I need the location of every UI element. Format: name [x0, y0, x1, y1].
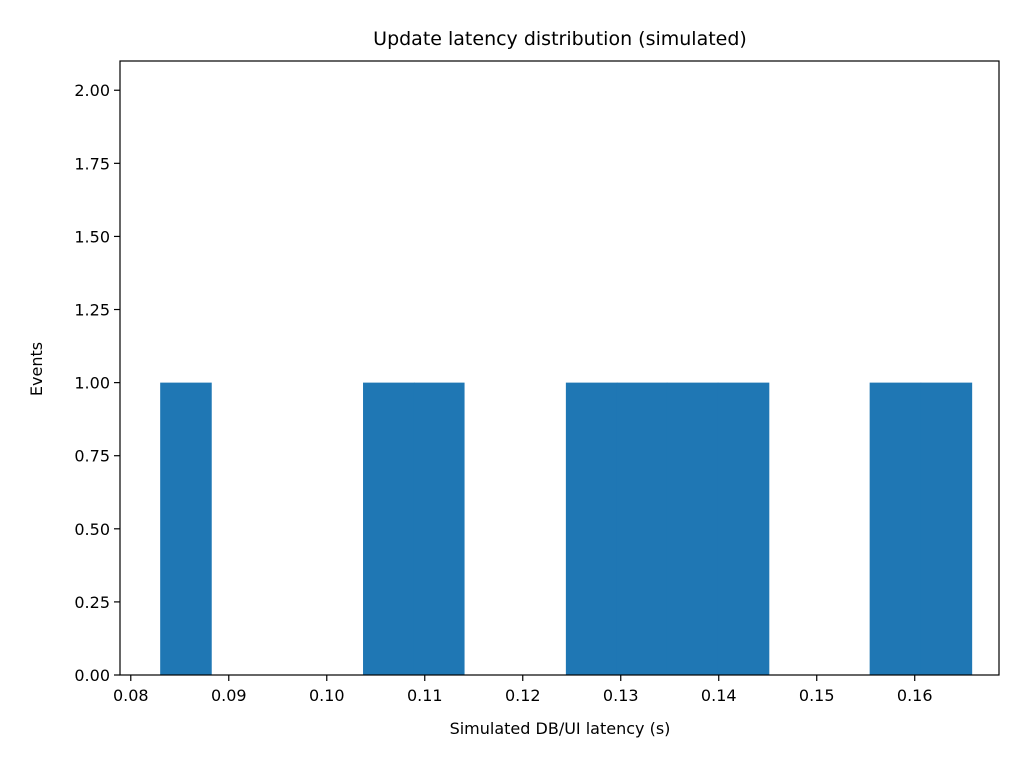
chart-title: Update latency distribution (simulated): [373, 28, 747, 50]
y-axis-label: Events: [27, 342, 46, 396]
y-axis-ticks: 0.00 0.25 0.50 0.75 1.00 1.25 1.50 1.75 2.00: [74, 81, 120, 685]
x-tick-label: 0.12: [505, 686, 541, 705]
x-axis-ticks: 0.08 0.09 0.10 0.11 0.12 0.13 0.14 0.15 0.16: [113, 675, 933, 705]
x-axis-label: Simulated DB/UI latency (s): [450, 719, 671, 738]
histogram-bar-4: [363, 382, 415, 675]
histogram-bar-8: [565, 382, 618, 675]
histogram-bar-15: [920, 382, 973, 675]
histogram-bar-14: [869, 382, 922, 675]
y-tick-label: 0.25: [74, 593, 110, 612]
x-tick-label: 0.15: [799, 686, 835, 705]
y-tick-label: 1.75: [74, 154, 110, 173]
y-tick-label: 1.50: [74, 227, 110, 246]
histogram-bar-9: [616, 382, 668, 675]
x-tick-label: 0.09: [211, 686, 247, 705]
x-tick-label: 0.13: [603, 686, 639, 705]
y-tick-label: 1.00: [74, 374, 110, 393]
y-tick-label: 0.00: [74, 666, 110, 685]
bars-group: [160, 382, 973, 675]
y-tick-label: 0.50: [74, 520, 110, 539]
y-tick-label: 1.25: [74, 301, 110, 320]
x-tick-label: 0.08: [113, 686, 149, 705]
x-tick-label: 0.16: [897, 686, 933, 705]
y-tick-label: 2.00: [74, 81, 110, 100]
x-tick-label: 0.11: [407, 686, 443, 705]
histogram-bar-11: [717, 382, 770, 675]
plot-frame: [119, 60, 1000, 676]
y-tick-label: 0.75: [74, 447, 110, 466]
histogram-bar-0: [160, 382, 212, 675]
x-tick-label: 0.14: [701, 686, 737, 705]
histogram-bar-10: [666, 382, 719, 675]
histogram-bar-5: [413, 382, 465, 675]
x-tick-label: 0.10: [309, 686, 345, 705]
